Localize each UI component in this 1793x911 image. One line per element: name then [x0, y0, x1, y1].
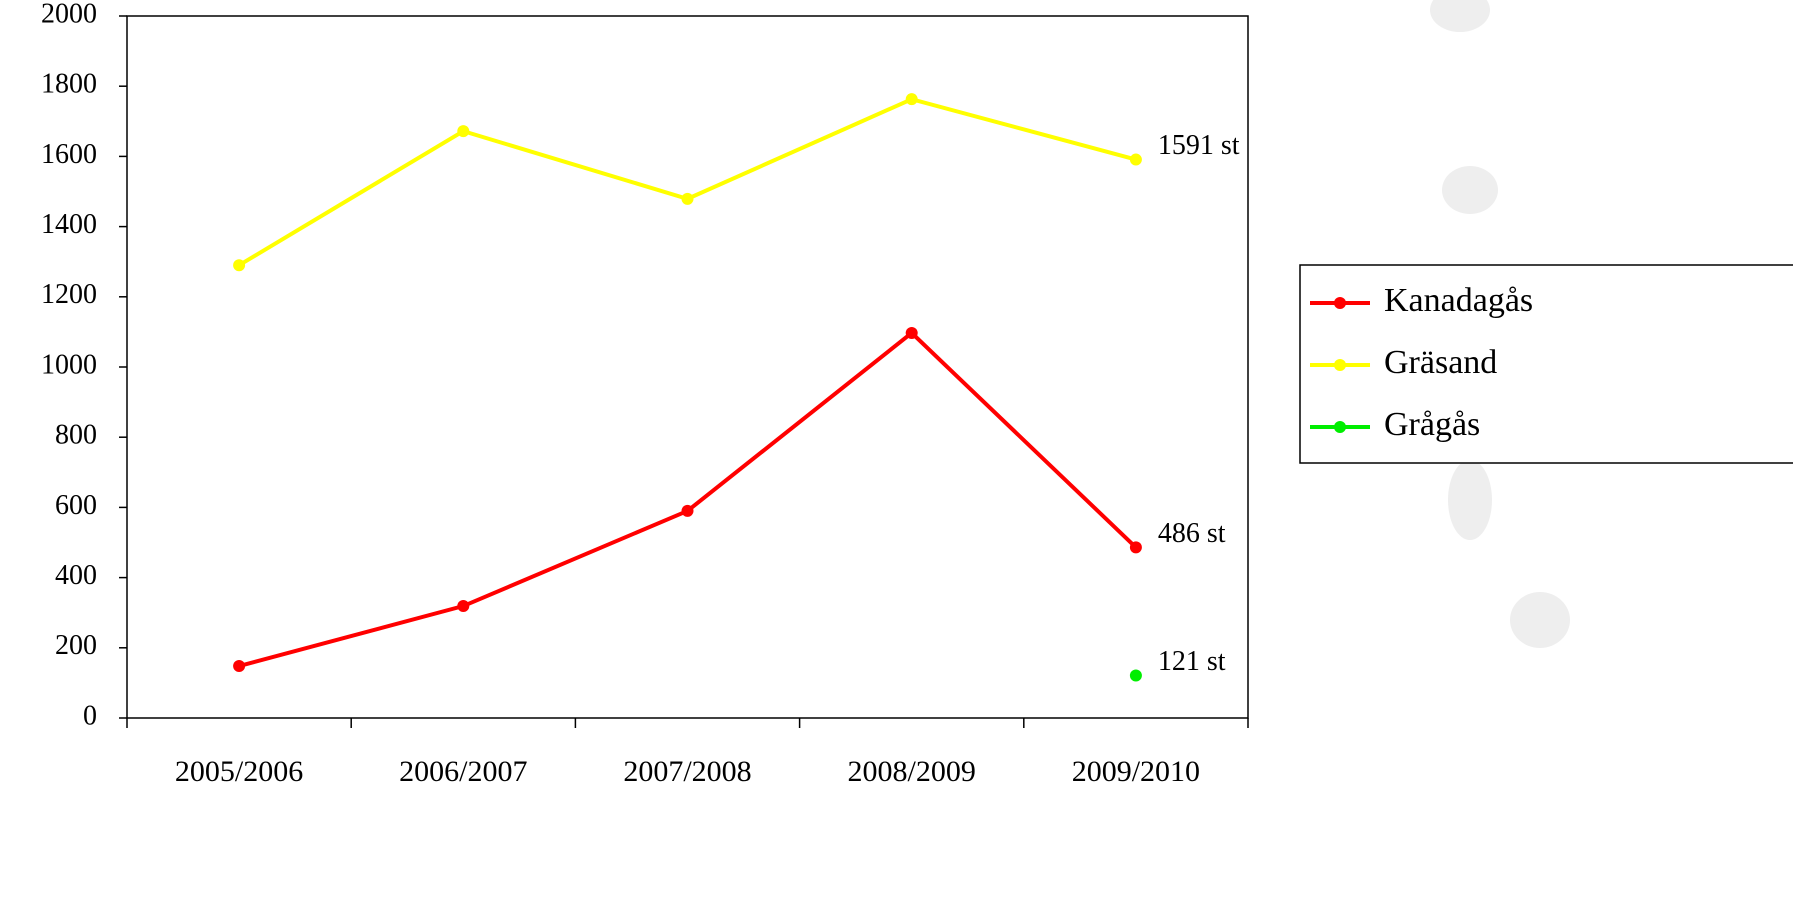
point: [906, 327, 918, 339]
legend-label: Gräsand: [1384, 344, 1497, 381]
y-tick-label: 1400: [41, 209, 97, 240]
y-tick-label: 600: [55, 490, 97, 521]
x-tick-label: 2006/2007: [399, 755, 527, 788]
y-tick-label: 1000: [41, 349, 97, 380]
point: [457, 125, 469, 137]
series-line: [239, 99, 1136, 265]
x-tick-label: 2008/2009: [848, 755, 976, 788]
x-tick-label: 2009/2010: [1072, 755, 1200, 788]
x-tick-label: 2007/2008: [623, 755, 751, 788]
y-tick-label: 2000: [41, 0, 97, 29]
point: [1130, 154, 1142, 166]
y-tick-label: 200: [55, 630, 97, 661]
point: [906, 93, 918, 105]
y-tick-label: 1600: [41, 139, 97, 170]
point: [233, 259, 245, 271]
point: [1130, 541, 1142, 553]
legend-label: Grågås: [1384, 406, 1480, 443]
point: [1130, 670, 1142, 682]
y-tick-label: 400: [55, 560, 97, 591]
point: [682, 193, 694, 205]
x-tick-label: 2005/2006: [175, 755, 303, 788]
y-tick-label: 800: [55, 420, 97, 451]
point: [457, 600, 469, 612]
point: [233, 660, 245, 672]
legend-box: [1300, 265, 1793, 463]
series-line: [239, 333, 1136, 666]
data-label: 486 st: [1158, 518, 1226, 549]
point: [682, 505, 694, 517]
legend-label: Kanadagås: [1384, 282, 1533, 319]
y-tick-label: 1800: [41, 69, 97, 100]
data-label: 1591 st: [1158, 130, 1240, 161]
legend-marker: [1334, 359, 1346, 371]
data-label: 121 st: [1158, 646, 1226, 677]
chart: 0 200 400 600 800 1000 1200 1400 1600 1800 2000 200…: [0, 0, 1793, 906]
plot-area: [127, 16, 1248, 718]
y-tick-label: 1200: [41, 279, 97, 310]
page: {"chart_data": {"type": "line", "categor…: [0, 0, 1793, 906]
legend-marker: [1334, 421, 1346, 433]
y-tick-label: 0: [83, 700, 97, 731]
legend-marker: [1334, 297, 1346, 309]
